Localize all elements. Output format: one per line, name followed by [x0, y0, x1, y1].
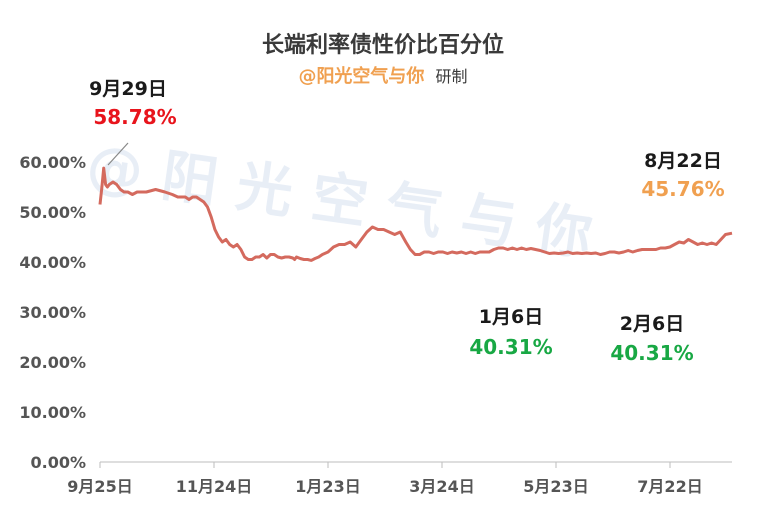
series-line [98, 166, 733, 262]
y-tick-label: 30.00% [19, 303, 86, 322]
annotation-value-feb6: 40.31% [610, 341, 693, 365]
x-axis: 9月25日 11月24日 1月23日 3月24日 5月23日 7月22日 [67, 461, 732, 496]
annotation-date-feb6: 2月6日 [620, 313, 684, 335]
annotation-value-aug22: 45.76% [641, 177, 724, 201]
x-tick-label: 11月24日 [176, 477, 253, 496]
y-axis: 0.00% 10.00% 20.00% 30.00% 40.00% 50.00% 60.00… [19, 153, 86, 472]
y-tick-label: 50.00% [19, 203, 86, 222]
chart-title: 长端利率债性价比百分位 [262, 32, 504, 58]
y-tick-label: 60.00% [19, 153, 86, 172]
x-tick-label: 9月25日 [67, 477, 132, 496]
x-tick-label: 1月23日 [295, 477, 360, 496]
annotation-value-sep29: 58.78% [93, 105, 176, 129]
x-tick-label: 7月22日 [637, 477, 702, 496]
x-tick-label: 3月24日 [409, 477, 474, 496]
annotation-pointer-line [107, 142, 129, 166]
subtitle-brand: @阳光空气与你 [298, 65, 424, 87]
y-tick-label: 20.00% [19, 353, 86, 372]
chart-subtitle: @阳光空气与你 研制 [298, 65, 467, 87]
x-tick-label: 5月23日 [523, 477, 588, 496]
y-tick-label: 0.00% [30, 453, 86, 472]
y-tick-label: 10.00% [19, 403, 86, 422]
annotation-date-jan6: 1月6日 [479, 306, 543, 328]
annotation-date-sep29: 9月29日 [89, 78, 167, 100]
annotation-date-aug22: 8月22日 [644, 150, 722, 172]
subtitle-rest: 研制 [436, 67, 468, 86]
y-tick-label: 40.00% [19, 253, 86, 272]
annotation-value-jan6: 40.31% [469, 335, 552, 359]
